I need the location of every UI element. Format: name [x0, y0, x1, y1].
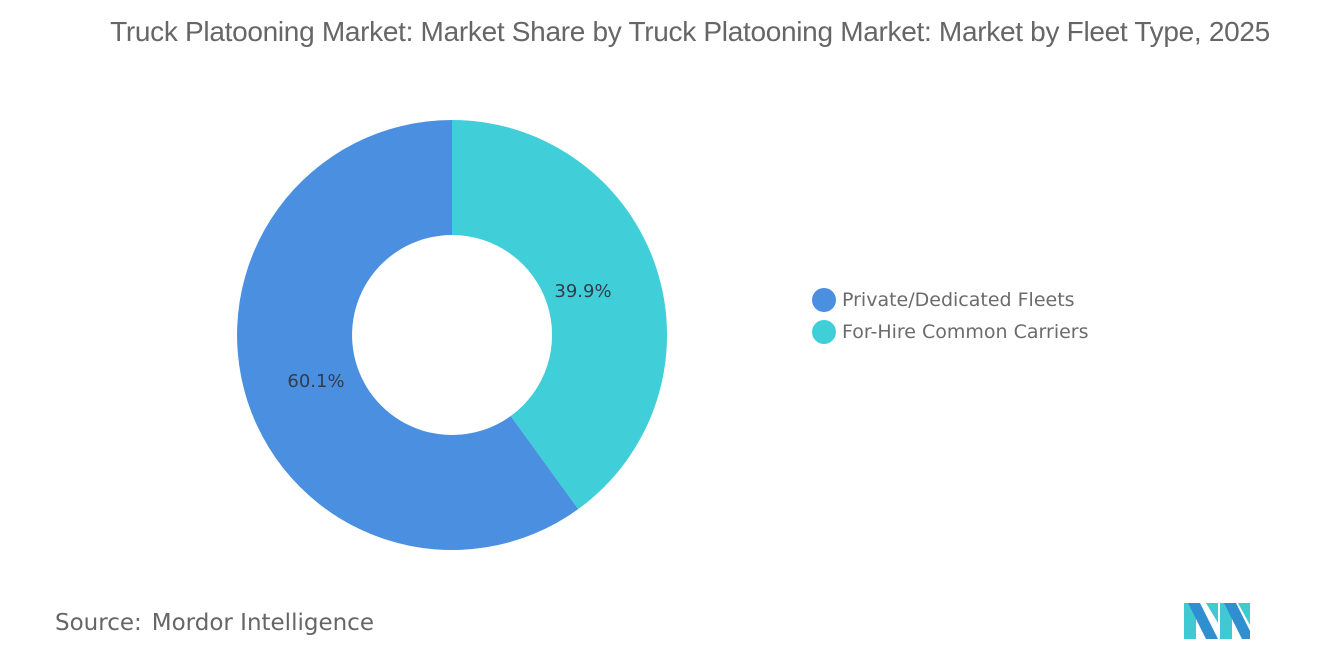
legend-item-private-dedicated-fleets[interactable]: Private/Dedicated Fleets [812, 284, 1089, 316]
source-value: Mordor Intelligence [151, 610, 374, 636]
legend-swatch-circle-icon [812, 320, 836, 344]
label-private: 60.1% [287, 371, 344, 392]
legend-label: For-Hire Common Carriers [842, 321, 1089, 343]
slice-for-hire-common-carriers[interactable] [452, 119, 668, 510]
label-for-hire: 39.9% [554, 281, 611, 302]
source-note: Source: Mordor Intelligence [55, 610, 374, 636]
legend: Private/Dedicated Fleets For-Hire Common… [812, 284, 1089, 348]
source-key: Source: [55, 610, 142, 636]
slice-private-dedicated-fleets[interactable] [237, 120, 579, 550]
legend-swatch-circle-icon [812, 288, 836, 312]
legend-item-for-hire-common-carriers[interactable]: For-Hire Common Carriers [812, 316, 1089, 348]
mordor-intelligence-logo-icon [1184, 603, 1250, 639]
legend-label: Private/Dedicated Fleets [842, 289, 1075, 311]
chart-title: Truck Platooning Market: Market Share by… [110, 16, 1270, 47]
